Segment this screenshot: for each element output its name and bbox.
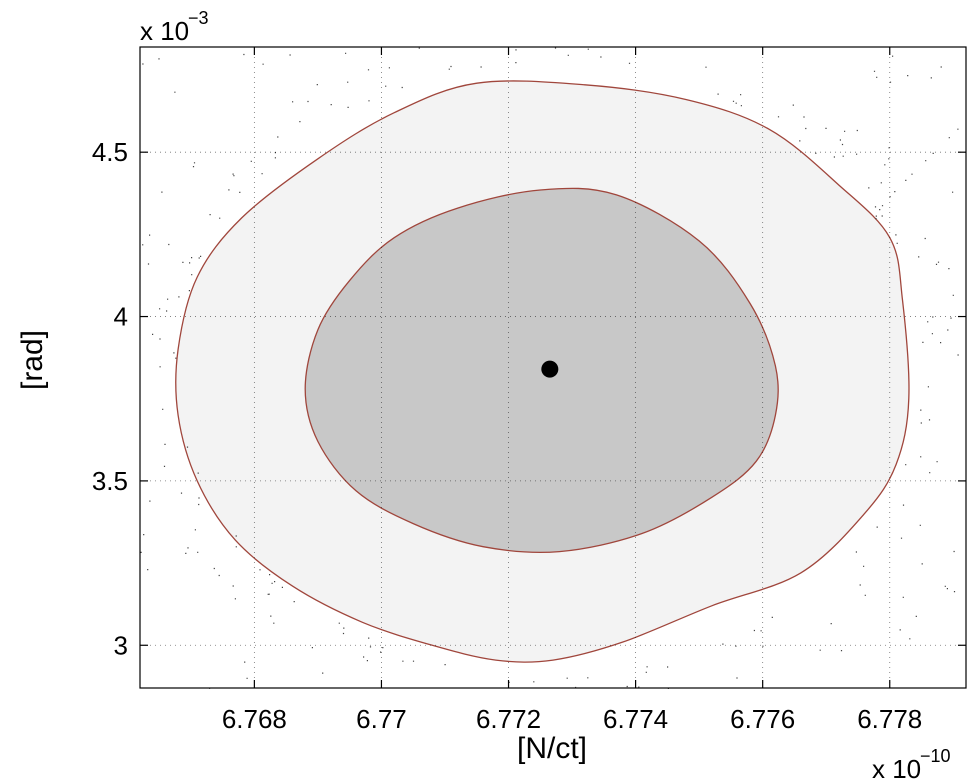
y-multiplier-base: x 10 <box>140 16 189 46</box>
y-tick-label: 3.5 <box>92 466 128 496</box>
y-axis-multiplier: x 10 −3 <box>140 8 209 46</box>
x-tick-label: 6.776 <box>730 704 795 734</box>
y-axis-ticks: 3 3.5 4 4.5 <box>92 137 966 660</box>
x-tick-label: 6.768 <box>222 704 287 734</box>
x-multiplier-base: x 10 <box>872 754 921 782</box>
x-tick-label: 6.778 <box>857 704 922 734</box>
y-tick-label: 4 <box>114 302 128 332</box>
x-axis-label: [N/ct] <box>517 732 587 765</box>
y-multiplier-exponent: −3 <box>188 8 209 28</box>
point-estimate <box>541 360 559 378</box>
x-tick-label: 6.772 <box>476 704 541 734</box>
x-multiplier-exponent: −10 <box>920 746 951 766</box>
x-axis-multiplier: x 10 −10 <box>872 746 951 782</box>
y-axis-label: [rad] <box>16 330 49 390</box>
point-estimate-marker <box>541 360 559 378</box>
grid-lines <box>140 47 966 688</box>
y-tick-label: 4.5 <box>92 137 128 167</box>
axes-frame <box>139 46 967 689</box>
x-tick-label: 6.77 <box>356 704 407 734</box>
x-tick-label: 6.774 <box>603 704 668 734</box>
y-tick-label: 3 <box>114 630 128 660</box>
x-axis-ticks: 6.768 6.77 6.772 6.774 6.776 6.778 <box>222 47 922 734</box>
